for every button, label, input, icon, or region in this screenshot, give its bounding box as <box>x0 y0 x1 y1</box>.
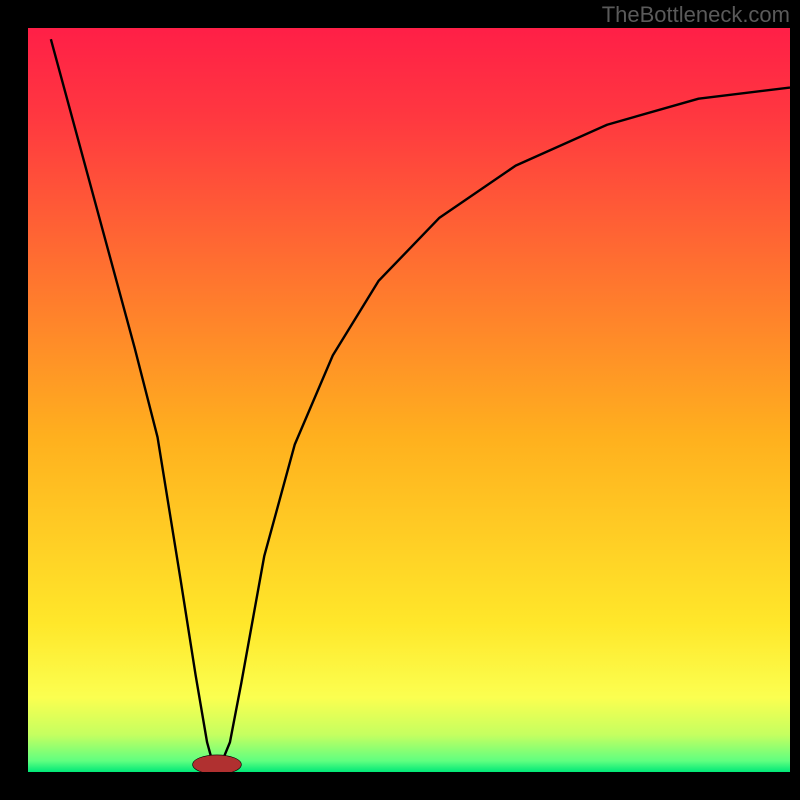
figure-root: TheBottleneck.com <box>0 0 800 800</box>
minimum-marker <box>193 755 242 772</box>
plot-svg <box>28 28 790 772</box>
plot-area <box>28 28 790 772</box>
plot-background <box>28 28 790 772</box>
watermark-text: TheBottleneck.com <box>602 2 790 28</box>
